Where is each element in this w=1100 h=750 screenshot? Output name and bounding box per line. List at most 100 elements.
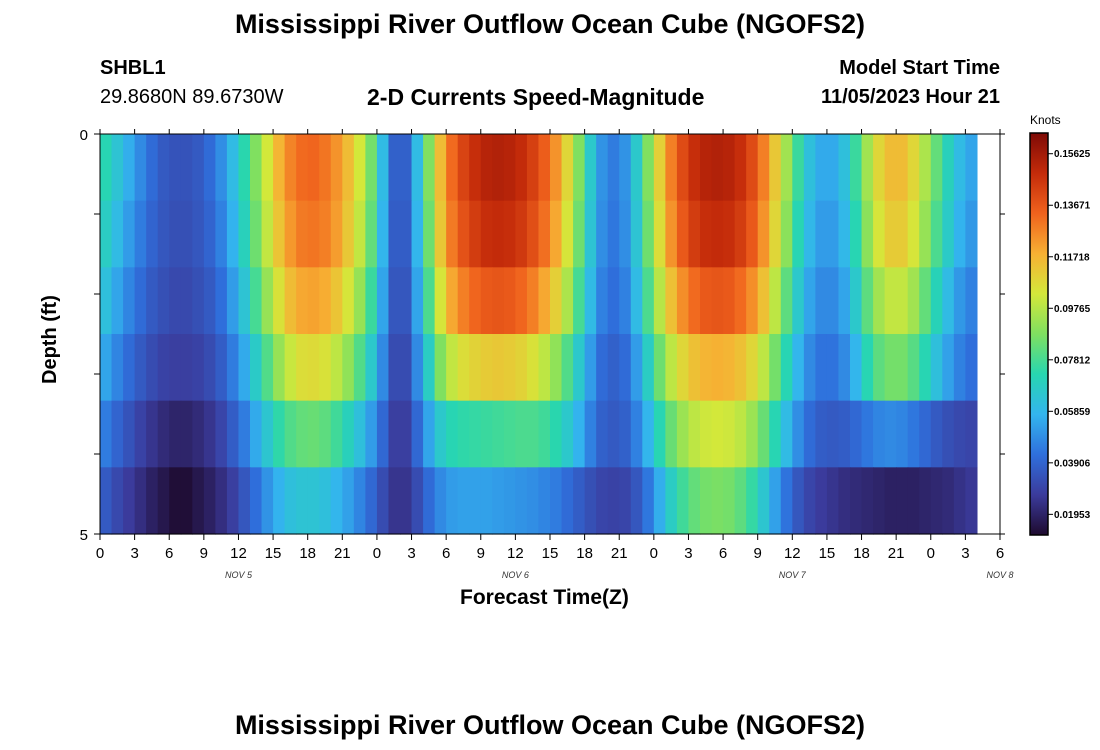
heat-cell	[942, 400, 955, 468]
heat-cell	[815, 400, 828, 468]
heat-cell	[203, 267, 216, 335]
heat-cell	[157, 200, 170, 268]
heat-cell	[284, 267, 297, 335]
heat-cell	[861, 400, 874, 468]
heat-cell	[780, 200, 793, 268]
heat-cell	[861, 267, 874, 335]
heat-cell	[100, 400, 113, 468]
heat-cell	[780, 400, 793, 468]
heat-cell	[642, 467, 655, 535]
heat-cell	[480, 267, 493, 335]
heat-cell	[723, 200, 736, 268]
heat-cell	[434, 334, 447, 402]
heat-cell	[388, 267, 401, 335]
heat-cell	[492, 400, 505, 468]
heat-cell	[157, 134, 170, 202]
heat-cell	[884, 400, 897, 468]
heat-cell	[930, 267, 943, 335]
heat-cell	[180, 267, 193, 335]
heat-cell	[411, 467, 424, 535]
heat-cell	[630, 267, 643, 335]
heat-cell	[596, 200, 609, 268]
heat-cell	[111, 267, 124, 335]
heat-cell	[250, 267, 263, 335]
heat-cell	[365, 334, 378, 402]
heat-cell	[919, 400, 932, 468]
heat-cell	[850, 467, 863, 535]
heat-cell	[480, 400, 493, 468]
heat-cell	[861, 134, 874, 202]
heat-cell	[376, 134, 390, 202]
heat-cell	[746, 467, 759, 535]
heat-cell	[642, 334, 655, 402]
heat-cell	[457, 267, 470, 335]
heat-cell	[353, 334, 366, 402]
station-id: SHBL1	[100, 57, 166, 79]
heat-cell	[261, 400, 274, 468]
heat-cell	[526, 467, 540, 535]
heat-cell	[261, 467, 274, 535]
heat-cell	[815, 134, 828, 202]
heat-cell	[480, 467, 493, 535]
heat-cell	[630, 467, 643, 535]
heat-cell	[826, 400, 840, 468]
heat-cell	[284, 467, 297, 535]
heat-cell	[873, 334, 886, 402]
heat-cell	[480, 134, 493, 202]
heat-cell	[307, 400, 320, 468]
heat-cell	[353, 467, 366, 535]
heat-cell	[838, 400, 851, 468]
heat-cell	[423, 400, 436, 468]
heat-cell	[596, 267, 609, 335]
heat-cell	[215, 200, 228, 268]
heat-cell	[826, 467, 840, 535]
heat-cell	[365, 134, 378, 202]
heat-cell	[919, 467, 932, 535]
heat-cell	[619, 200, 632, 268]
heat-cell	[884, 134, 897, 202]
heat-cell	[653, 200, 666, 268]
heat-cell	[492, 467, 505, 535]
heat-cell	[480, 200, 493, 268]
heat-cell	[526, 134, 540, 202]
heat-cell	[284, 134, 297, 202]
heat-cell	[757, 267, 770, 335]
x-tick-label: 6	[442, 545, 450, 562]
heat-cell	[192, 467, 205, 535]
colorbar-tick-label: 0.03906	[1054, 458, 1091, 469]
heat-cell	[503, 200, 516, 268]
heat-cell	[907, 467, 920, 535]
heat-cell	[353, 200, 366, 268]
x-tick-label: 9	[200, 545, 208, 562]
heat-cell	[942, 200, 955, 268]
date-label: NOV 7	[779, 570, 807, 580]
heat-cell	[642, 200, 655, 268]
heat-cell	[630, 334, 643, 402]
heat-cell	[226, 400, 240, 468]
heat-cell	[238, 467, 251, 535]
heat-cell	[907, 334, 920, 402]
heat-cell	[134, 200, 147, 268]
heat-cell	[134, 400, 147, 468]
heat-cell	[261, 334, 274, 402]
heat-cell	[100, 134, 113, 202]
heat-cell	[607, 400, 620, 468]
heat-cell	[688, 467, 701, 535]
heat-cell	[469, 467, 482, 535]
heat-cell	[538, 134, 551, 202]
heat-cell	[296, 134, 309, 202]
current-speed-heatmap: 0 3 6 9 12 15 18 21 0 3 6 9 12 15 18 21 0 3 6 9 12 15 18 21 0 3 6 N…	[80, 127, 1091, 580]
heat-cell	[342, 400, 355, 468]
heat-cell	[676, 334, 690, 402]
heat-cell	[838, 334, 851, 402]
heat-cell	[503, 134, 516, 202]
heat-cell	[411, 400, 424, 468]
heat-cell	[388, 200, 401, 268]
heat-cell	[561, 334, 574, 402]
heat-cell	[238, 267, 251, 335]
heat-cell	[261, 134, 274, 202]
heat-cell	[100, 467, 113, 535]
heat-cell	[457, 400, 470, 468]
heat-cell	[226, 134, 240, 202]
heat-cell	[457, 200, 470, 268]
